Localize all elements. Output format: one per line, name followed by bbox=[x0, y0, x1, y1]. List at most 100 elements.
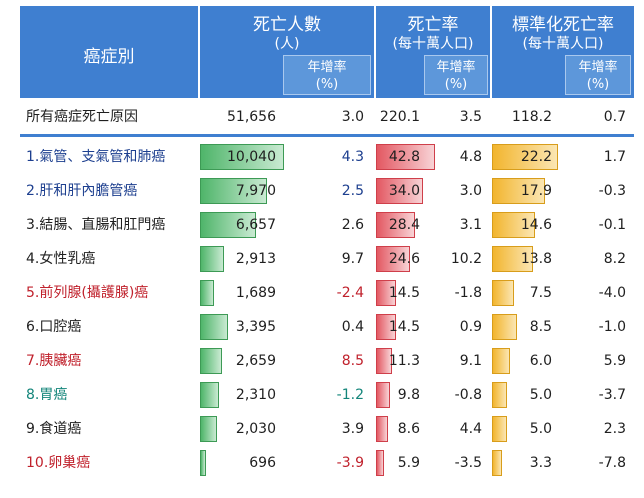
std-rate-value: 14.6 bbox=[520, 217, 552, 233]
deaths-value: 6,657 bbox=[235, 217, 276, 233]
std-growth-value: -7.8 bbox=[598, 455, 626, 471]
rate-growth-value: 4.8 bbox=[459, 149, 482, 165]
growth-label: 年增率 bbox=[436, 60, 476, 75]
cancer-name: 2.肝和肝內膽管癌 bbox=[26, 183, 138, 199]
rate-value: 34.0 bbox=[388, 183, 420, 199]
std-growth-value: -3.7 bbox=[598, 387, 626, 403]
std-growth-value: 1.7 bbox=[603, 149, 626, 165]
cancer-name: 4.女性乳癌 bbox=[26, 251, 96, 267]
rate-bar bbox=[376, 280, 396, 306]
deaths-value: 10,040 bbox=[227, 149, 276, 165]
rate-growth-value: 3.0 bbox=[459, 183, 482, 199]
std-rate-value: 13.8 bbox=[520, 251, 552, 267]
std-growth-value: 2.3 bbox=[603, 421, 626, 437]
deaths-bar bbox=[200, 450, 206, 476]
deaths-bar bbox=[200, 246, 225, 272]
deaths-bar bbox=[200, 416, 217, 442]
cancer-name: 7.胰臟癌 bbox=[26, 353, 82, 369]
deaths-growth-value: 3.9 bbox=[341, 421, 364, 437]
std-rate-bar bbox=[492, 348, 510, 374]
deaths-value: 1,689 bbox=[235, 285, 276, 301]
table-row: 1.氣管、支氣管和肺癌 10,040 4.3 42.8 4.8 22.2 1.7 bbox=[20, 140, 634, 174]
header-deaths-growth: 年增率 (%) bbox=[283, 55, 371, 95]
deaths-bar bbox=[200, 314, 229, 340]
std-rate-bar bbox=[492, 212, 536, 238]
growth-unit: (%) bbox=[444, 77, 468, 92]
total-label: 所有癌症死亡原因 bbox=[26, 109, 138, 125]
rate-value: 28.4 bbox=[388, 217, 420, 233]
rate-value: 5.9 bbox=[397, 455, 420, 471]
total-deaths-growth: 3.0 bbox=[341, 109, 364, 125]
rate-value: 11.3 bbox=[388, 353, 420, 369]
std-rate-bar bbox=[492, 246, 533, 272]
rate-value: 14.5 bbox=[388, 319, 420, 335]
rate-growth-value: 3.1 bbox=[459, 217, 482, 233]
rate-bar bbox=[376, 144, 435, 170]
header-rate-growth: 年增率 (%) bbox=[424, 55, 488, 95]
std-growth-value: -1.0 bbox=[598, 319, 626, 335]
deaths-bar bbox=[200, 280, 215, 306]
deaths-bar bbox=[200, 348, 223, 374]
table-row: 10.卵巢癌 696 -3.9 5.9 -3.5 3.3 -7.8 bbox=[20, 446, 634, 480]
rate-growth-value: -3.5 bbox=[454, 455, 482, 471]
growth-unit: (%) bbox=[315, 77, 339, 92]
std-growth-value: -4.0 bbox=[598, 285, 626, 301]
deaths-growth-value: -1.2 bbox=[336, 387, 364, 403]
std-rate-value: 22.2 bbox=[520, 149, 552, 165]
total-std-rate: 118.2 bbox=[511, 109, 552, 125]
rate-value: 8.6 bbox=[397, 421, 420, 437]
rate-value: 24.6 bbox=[388, 251, 420, 267]
header-std-rate-unit: (每十萬人口) bbox=[522, 36, 604, 52]
total-rate: 220.1 bbox=[379, 109, 420, 125]
rate-growth-value: 9.1 bbox=[459, 353, 482, 369]
std-rate-value: 8.5 bbox=[529, 319, 552, 335]
header-deaths-unit: (人) bbox=[274, 36, 300, 52]
deaths-growth-value: 2.6 bbox=[341, 217, 364, 233]
cancer-name: 9.食道癌 bbox=[26, 421, 82, 437]
deaths-growth-value: 4.3 bbox=[341, 149, 364, 165]
deaths-growth-value: 8.5 bbox=[341, 353, 364, 369]
rate-bar bbox=[376, 348, 392, 374]
deaths-value: 2,659 bbox=[235, 353, 276, 369]
growth-label: 年增率 bbox=[578, 60, 618, 75]
std-rate-value: 17.9 bbox=[520, 183, 552, 199]
header-divider bbox=[490, 6, 492, 98]
header-rate-unit: (每十萬人口) bbox=[392, 36, 474, 52]
rate-bar bbox=[376, 450, 385, 476]
deaths-growth-value: 2.5 bbox=[341, 183, 364, 199]
std-rate-value: 7.5 bbox=[529, 285, 552, 301]
header-rate: 死亡率 bbox=[407, 15, 459, 35]
rate-value: 9.8 bbox=[397, 387, 420, 403]
rate-growth-value: 4.4 bbox=[459, 421, 482, 437]
deaths-value: 696 bbox=[249, 455, 276, 471]
deaths-growth-value: 9.7 bbox=[341, 251, 364, 267]
rate-growth-value: 0.9 bbox=[459, 319, 482, 335]
table-row: 3.結腸、直腸和肛門癌 6,657 2.6 28.4 3.1 14.6 -0.1 bbox=[20, 208, 634, 242]
table-row: 6.口腔癌 3,395 0.4 14.5 0.9 8.5 -1.0 bbox=[20, 310, 634, 344]
total-deaths: 51,656 bbox=[227, 109, 276, 125]
deaths-bar bbox=[200, 212, 256, 238]
header-deaths: 死亡人數 bbox=[253, 15, 321, 35]
std-rate-bar bbox=[492, 144, 558, 170]
rate-value: 42.8 bbox=[388, 149, 420, 165]
std-growth-value: -0.1 bbox=[598, 217, 626, 233]
deaths-bar bbox=[200, 382, 220, 408]
growth-label: 年增率 bbox=[307, 60, 347, 75]
table-row: 8.胃癌 2,310 -1.2 9.8 -0.8 5.0 -3.7 bbox=[20, 378, 634, 412]
deaths-bar bbox=[200, 144, 284, 170]
std-growth-value: 5.9 bbox=[603, 353, 626, 369]
cancer-name: 1.氣管、支氣管和肺癌 bbox=[26, 149, 166, 165]
cancer-name: 8.胃癌 bbox=[26, 387, 68, 403]
std-rate-value: 6.0 bbox=[529, 353, 552, 369]
table-row: 4.女性乳癌 2,913 9.7 24.6 10.2 13.8 8.2 bbox=[20, 242, 634, 276]
cancer-name: 6.口腔癌 bbox=[26, 319, 82, 335]
std-rate-bar bbox=[492, 416, 507, 442]
header-divider bbox=[198, 6, 200, 98]
cancer-name: 5.前列腺(攝護腺)癌 bbox=[26, 285, 149, 301]
header-std-rate: 標準化死亡率 bbox=[512, 15, 614, 35]
deaths-growth-value: 0.4 bbox=[341, 319, 364, 335]
std-rate-value: 5.0 bbox=[529, 387, 552, 403]
deaths-value: 2,913 bbox=[235, 251, 276, 267]
std-rate-value: 3.3 bbox=[529, 455, 552, 471]
std-rate-value: 5.0 bbox=[529, 421, 552, 437]
